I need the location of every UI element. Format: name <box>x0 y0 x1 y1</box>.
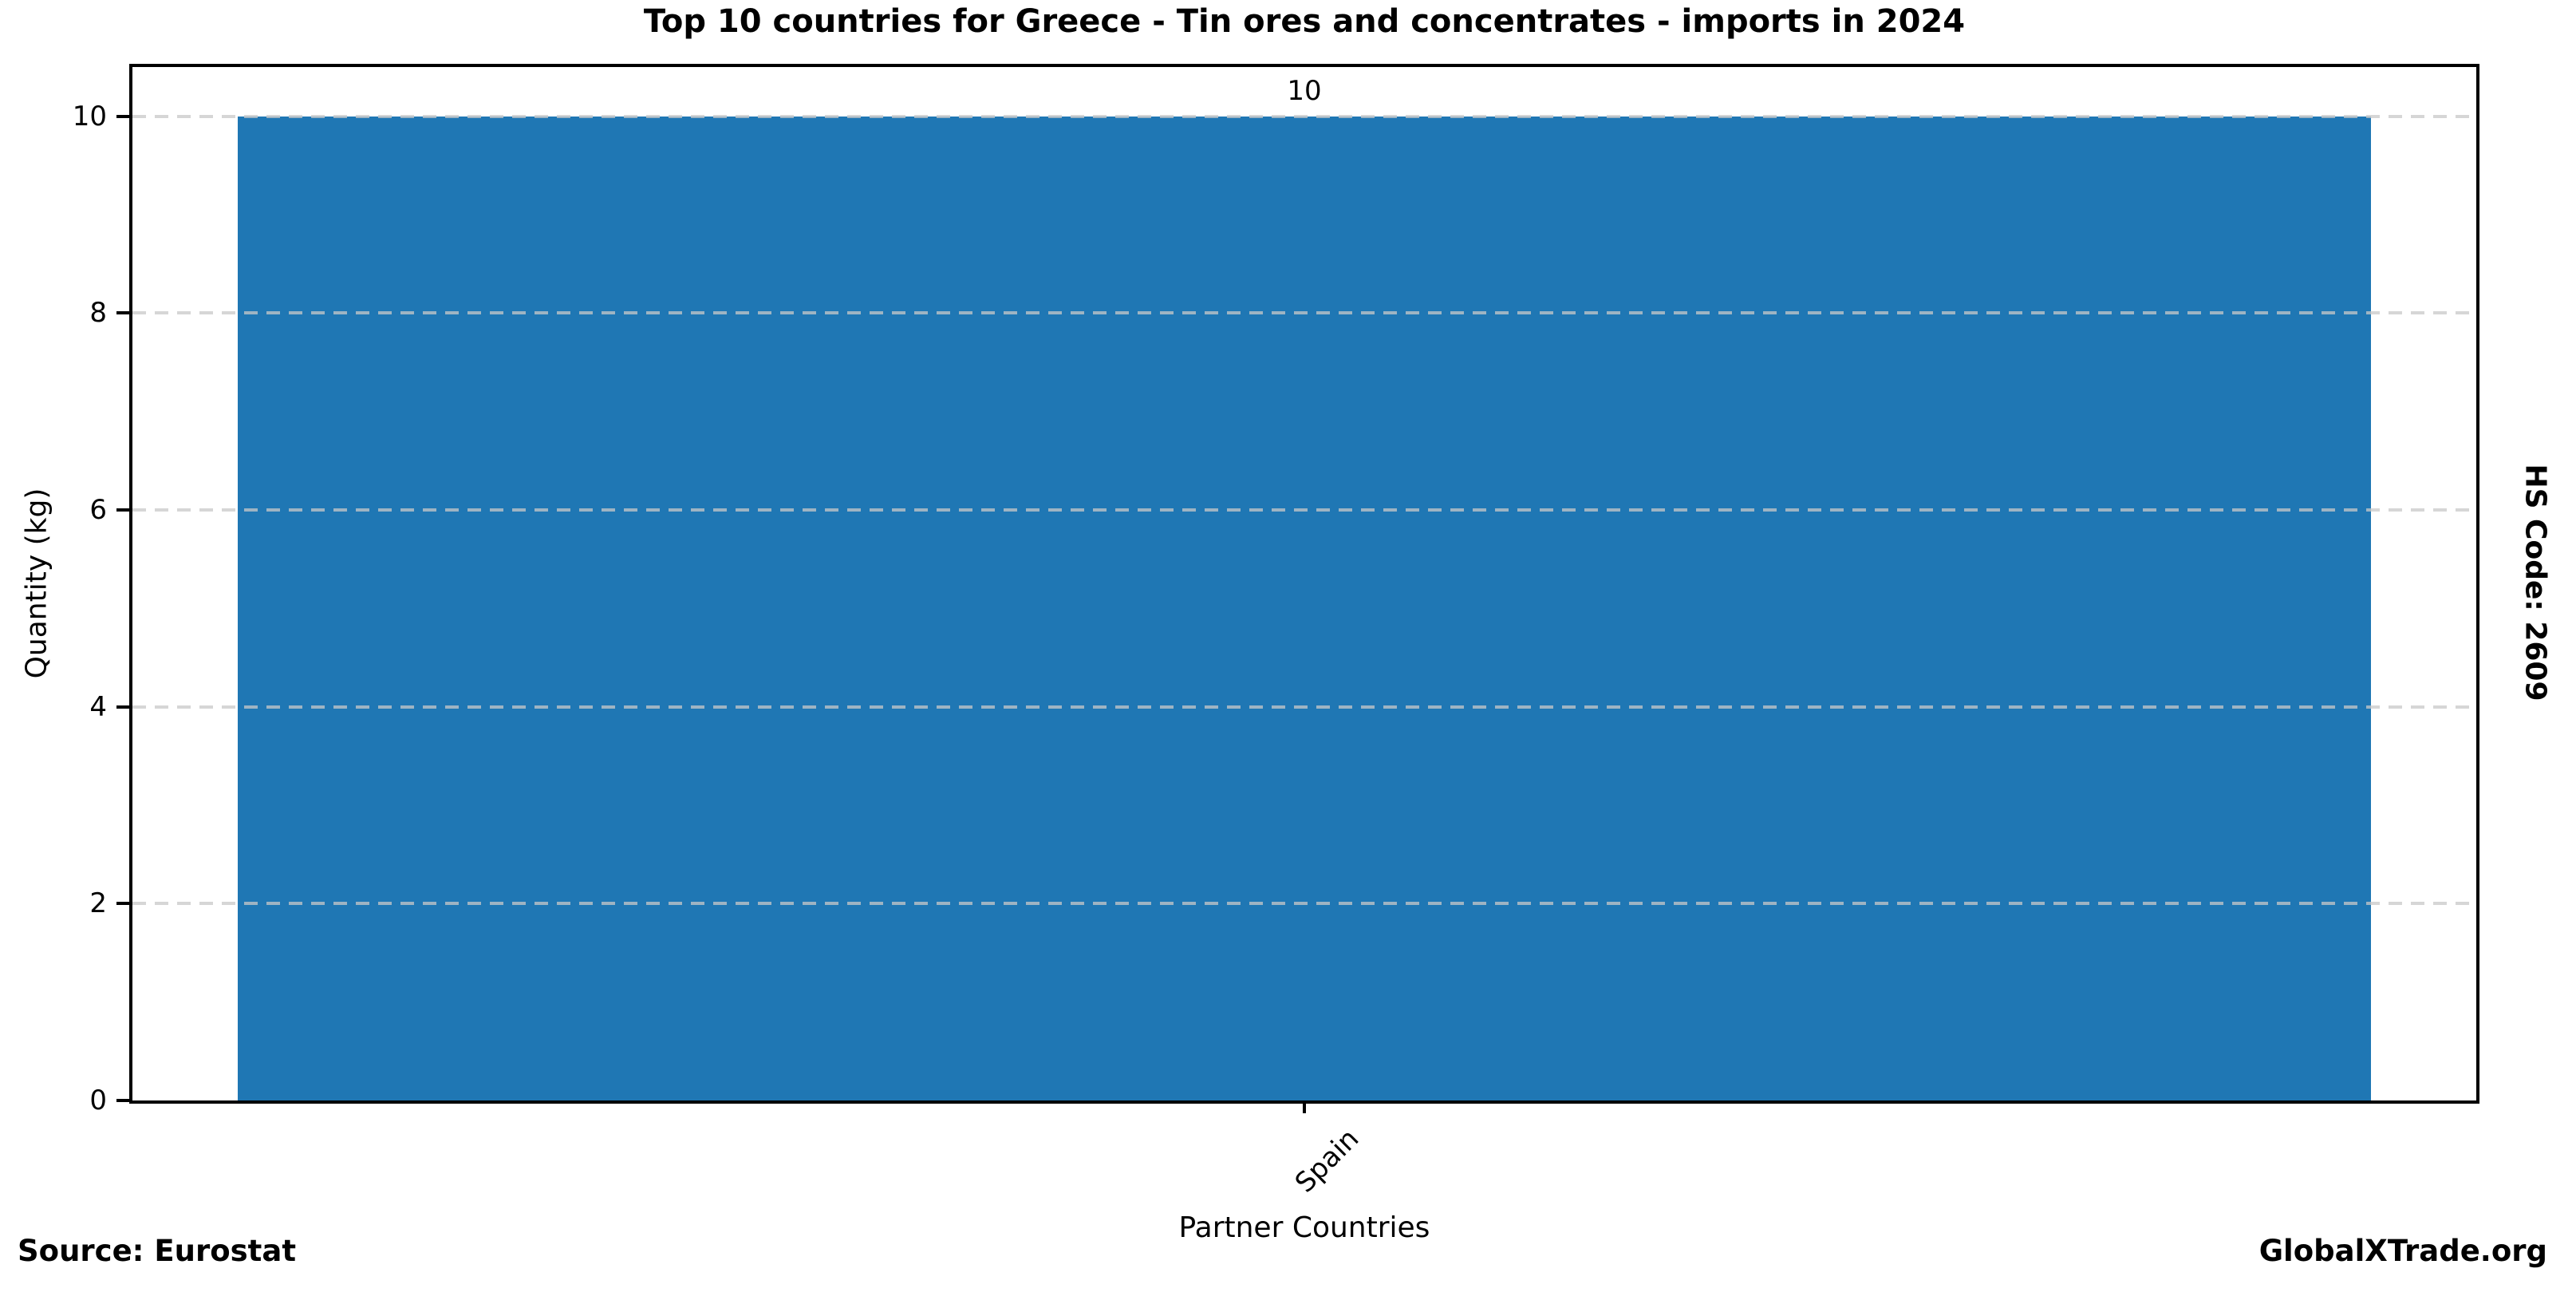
y-axis-label: Quantity (kg) <box>20 488 53 679</box>
hs-code-side-label: HS Code: 2609 <box>2519 464 2552 701</box>
x-tick-mark-spain <box>1303 1100 1306 1113</box>
y-tick-label-0: 0 <box>89 1085 107 1116</box>
y-gridline-2 <box>132 902 2476 906</box>
y-tick-label-4: 4 <box>89 690 107 723</box>
chart-title: Top 10 countries for Greece - Tin ores a… <box>643 3 1966 40</box>
y-tick-mark-8 <box>116 311 132 315</box>
y-tick-mark-0 <box>116 1099 132 1102</box>
y-gridline-8 <box>132 311 2476 315</box>
bar-value-label-spain: 10 <box>1287 74 1322 107</box>
x-tick-label-spain: Spain <box>1288 1123 1366 1199</box>
x-axis-label: Partner Countries <box>1178 1211 1430 1244</box>
y-tick-mark-4 <box>116 705 132 709</box>
y-tick-mark-10 <box>116 114 132 118</box>
bar-spain <box>238 116 2371 1100</box>
y-tick-label-10: 10 <box>72 100 107 132</box>
y-tick-mark-2 <box>116 902 132 906</box>
y-gridline-10 <box>132 114 2476 118</box>
y-gridline-4 <box>132 705 2476 709</box>
y-tick-label-8: 8 <box>89 297 107 330</box>
y-tick-label-2: 2 <box>89 887 107 920</box>
y-tick-label-6: 6 <box>89 494 107 526</box>
y-tick-mark-6 <box>116 508 132 512</box>
brand-watermark: GlobalXTrade.org <box>2258 1234 2547 1268</box>
plot-area: 0 2 4 6 8 10 10 Spain <box>73 64 2479 1199</box>
source-attribution: Source: Eurostat <box>18 1234 297 1268</box>
y-gridline-6 <box>132 508 2476 512</box>
